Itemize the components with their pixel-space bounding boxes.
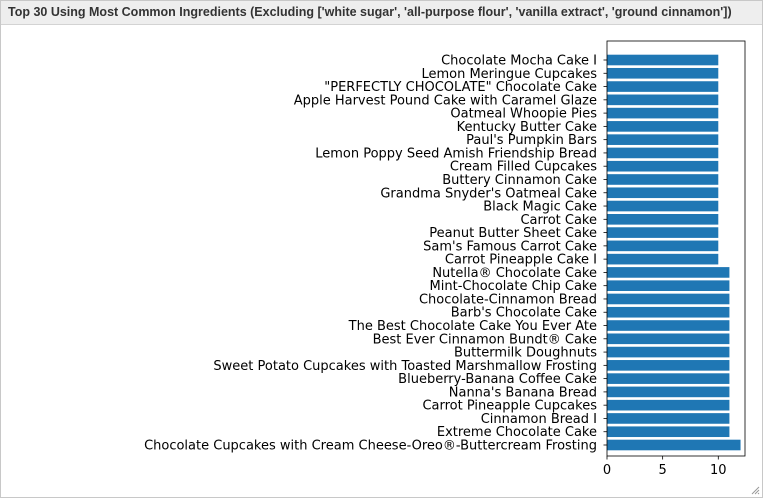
y-tick-label: Nutella® Chocolate Cake — [432, 266, 597, 281]
y-tick-label: Buttery Cinnamon Cake — [442, 173, 597, 188]
y-tick-label: Buttermilk Doughnuts — [454, 346, 597, 361]
y-tick-label: Chocolate Mocha Cake I — [441, 54, 597, 69]
y-tick-label: The Best Chocolate Cake You Ever Ate — [348, 319, 597, 334]
plot-frame — [606, 40, 746, 457]
y-tick-label: Black Magic Cake — [483, 200, 597, 215]
bar — [607, 227, 719, 238]
bar — [607, 54, 719, 66]
x-tick-label: 10 — [710, 463, 727, 478]
bar — [607, 280, 730, 291]
bar — [607, 107, 719, 119]
bar — [607, 333, 730, 345]
y-tick-label: Cream Filled Cupcakes — [450, 160, 597, 175]
y-tick-label: Chocolate-Cinnamon Bread — [419, 292, 597, 307]
y-tick-label: Carrot Pineapple Cake I — [445, 253, 597, 268]
y-tick-label: Blueberry-Banana Coffee Cake — [398, 372, 597, 387]
panel-header: Top 30 Using Most Common Ingredients (Ex… — [1, 1, 762, 25]
bar — [607, 413, 730, 424]
y-tick-label: Chocolate Cupcakes with Cream Cheese-Ore… — [144, 439, 597, 454]
bar — [607, 160, 719, 172]
bar — [607, 426, 730, 438]
bar — [607, 399, 730, 411]
y-tick-label: Nanna's Banana Bread — [449, 385, 597, 400]
x-tick-label: 5 — [659, 463, 667, 478]
y-tick-label: Oatmeal Whoopie Pies — [450, 107, 597, 122]
y-tick-label: Best Ever Cinnamon Bundt® Cake — [373, 332, 597, 347]
y-tick-label: Barb's Chocolate Cake — [451, 306, 597, 321]
bar — [607, 306, 730, 318]
y-tick-label: Mint-Chocolate Chip Cake — [430, 279, 597, 294]
bar — [607, 81, 719, 92]
bar — [607, 94, 719, 106]
bar — [607, 67, 719, 79]
bar — [607, 373, 730, 384]
y-tick-label: Sam's Famous Carrot Cake — [423, 239, 597, 254]
y-tick-label: Sweet Potato Cupcakes with Toasted Marsh… — [213, 359, 597, 374]
y-tick-label: Apple Harvest Pound Cake with Caramel Gl… — [294, 93, 597, 108]
bar — [607, 187, 719, 199]
y-tick-label: Kentucky Butter Cake — [457, 120, 597, 135]
bar — [607, 439, 741, 451]
bar — [607, 320, 730, 331]
bar — [607, 121, 719, 132]
bar — [607, 174, 719, 185]
bar — [607, 200, 719, 212]
bar — [607, 346, 730, 358]
bar — [607, 240, 719, 252]
bar — [607, 253, 719, 265]
bar — [607, 214, 719, 225]
y-tick-label: Lemon Meringue Cupcakes — [421, 67, 597, 82]
bar — [607, 147, 719, 159]
resize-grip-icon[interactable] — [750, 485, 760, 495]
bar — [607, 386, 730, 398]
y-tick-label: Carrot Cake — [520, 213, 597, 228]
y-tick-label: "PERFECTLY CHOCOLATE" Chocolate Cake — [324, 80, 597, 95]
y-tick-label: Peanut Butter Sheet Cake — [429, 226, 597, 241]
y-tick-label: Carrot Pineapple Cupcakes — [422, 399, 597, 414]
panel-title: Top 30 Using Most Common Ingredients (Ex… — [8, 5, 732, 19]
bar — [607, 360, 730, 371]
bar — [607, 293, 730, 305]
y-tick-label: Lemon Poppy Seed Amish Friendship Bread — [315, 146, 597, 161]
y-tick-label: Paul's Pumpkin Bars — [466, 133, 597, 148]
bar — [607, 267, 730, 278]
y-tick-label: Extreme Chocolate Cake — [437, 425, 597, 440]
bar — [607, 134, 719, 145]
y-tick-label: Grandma Snyder's Oatmeal Cake — [380, 186, 597, 201]
y-tick-label: Cinnamon Bread I — [481, 412, 597, 427]
x-tick-label: 0 — [603, 463, 611, 478]
